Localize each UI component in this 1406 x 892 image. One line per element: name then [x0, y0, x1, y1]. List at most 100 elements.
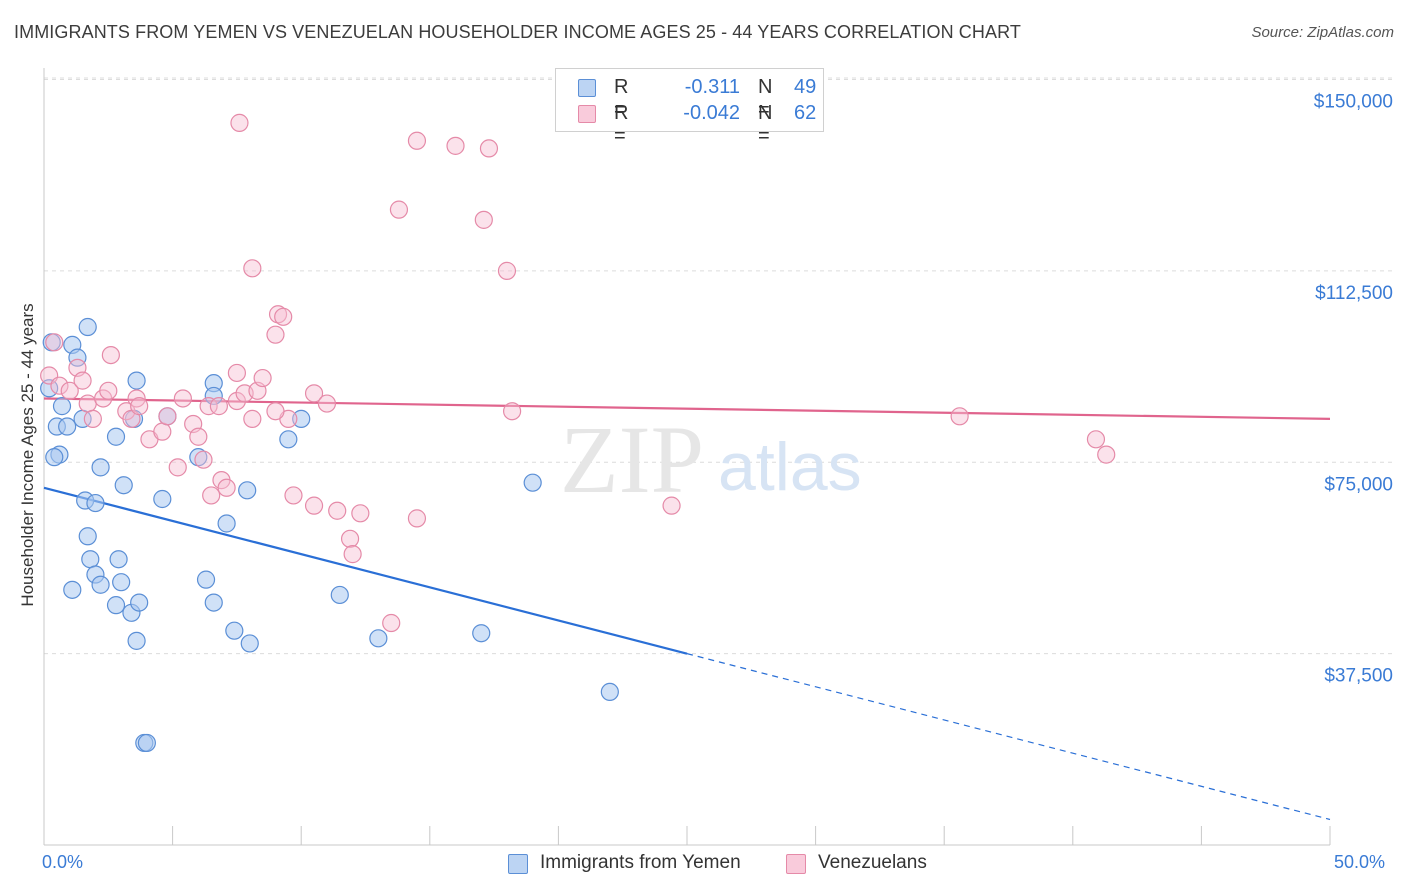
legend-r-label: R = — [614, 102, 629, 147]
legend-r-value: -0.042 — [683, 102, 740, 124]
trend-line-venezuelans — [43, 397, 1331, 420]
point-yemen — [112, 573, 131, 592]
point-venezuelans — [317, 394, 337, 413]
legend-r-label: R = — [614, 76, 629, 121]
point-yemen — [189, 448, 208, 467]
point-venezuelans — [227, 391, 246, 411]
point-venezuelans — [243, 409, 262, 428]
point-venezuelans — [497, 261, 517, 280]
point-yemen — [68, 348, 87, 367]
point-yemen — [240, 634, 259, 653]
watermark-zip: ZIP — [560, 406, 704, 513]
point-venezuelans — [950, 407, 969, 426]
point-yemen — [137, 733, 156, 753]
point-yemen — [196, 570, 216, 589]
point-venezuelans — [328, 501, 347, 520]
point-yemen — [225, 621, 244, 640]
legend-n-label: N = — [758, 102, 773, 147]
point-venezuelans — [274, 307, 293, 326]
point-yemen — [63, 580, 82, 599]
point-yemen — [127, 631, 146, 650]
stats-legend: R = -0.311 N = 49 R = -0.042 N = 62 — [555, 68, 824, 147]
point-yemen — [58, 417, 77, 436]
point-yemen — [106, 427, 126, 446]
x-axis-min-label: 0.0% — [42, 852, 84, 872]
legend-n-value: 49 — [794, 76, 817, 98]
point-yemen — [45, 448, 64, 467]
point-venezuelans — [1086, 430, 1106, 449]
point-yemen — [153, 489, 172, 509]
point-yemen — [292, 409, 311, 428]
point-venezuelans — [99, 381, 118, 400]
point-venezuelans — [130, 397, 149, 416]
source-label: Source: ZipAtlas.com — [1251, 24, 1394, 41]
point-venezuelans — [382, 613, 401, 633]
y-axis-label: Householder Income Ages 25 - 44 years — [18, 303, 37, 607]
point-venezuelans — [351, 504, 370, 523]
y-tick-label: $112,500 — [1315, 283, 1393, 304]
point-venezuelans — [60, 381, 79, 400]
point-venezuelans — [189, 427, 208, 446]
point-venezuelans — [153, 422, 172, 441]
point-yemen — [52, 397, 72, 416]
legend-n-label: N = — [758, 76, 773, 121]
point-yemen — [472, 624, 491, 643]
point-venezuelans — [243, 259, 262, 278]
point-yemen — [106, 596, 126, 615]
point-yemen — [130, 593, 149, 612]
legend-n-value: 62 — [794, 102, 817, 124]
y-tick-label: $150,000 — [1314, 92, 1393, 113]
point-yemen — [204, 593, 223, 612]
point-venezuelans — [83, 409, 102, 428]
y-tick-label: $37,500 — [1324, 666, 1393, 687]
point-yemen — [78, 317, 97, 337]
point-venezuelans — [202, 486, 221, 505]
point-venezuelans — [266, 402, 285, 421]
point-venezuelans — [230, 113, 249, 132]
point-venezuelans — [168, 458, 187, 477]
watermark-atlas: atlas — [718, 429, 862, 505]
legend-swatch-yemen — [578, 79, 596, 97]
point-yemen — [91, 458, 110, 477]
trend-line-yemen — [43, 486, 688, 655]
point-yemen — [109, 550, 128, 569]
point-yemen — [369, 629, 388, 648]
point-venezuelans — [268, 305, 288, 324]
point-yemen — [600, 682, 619, 702]
point-venezuelans — [1097, 445, 1116, 464]
point-venezuelans — [194, 450, 213, 469]
point-venezuelans — [199, 397, 218, 416]
point-venezuelans — [158, 407, 177, 426]
point-venezuelans — [407, 509, 427, 528]
point-yemen — [78, 527, 97, 546]
point-venezuelans — [73, 371, 92, 390]
point-venezuelans — [101, 345, 120, 365]
point-yemen — [217, 514, 236, 533]
bottom-legend-label-venezuelans: Venezuelans — [818, 852, 927, 873]
point-yemen — [523, 473, 542, 492]
point-yemen — [86, 493, 105, 513]
point-venezuelans — [253, 368, 272, 388]
point-venezuelans — [340, 529, 360, 548]
chart-title: IMMIGRANTS FROM YEMEN VS VENEZUELAN HOUS… — [14, 22, 1021, 42]
point-venezuelans — [45, 333, 64, 352]
bottom-legend-label-yemen: Immigrants from Yemen — [540, 852, 741, 873]
point-venezuelans — [304, 496, 324, 515]
point-yemen — [81, 550, 100, 569]
x-axis-max-label: 50.0% — [1334, 852, 1386, 872]
point-venezuelans — [209, 397, 228, 416]
point-venezuelans — [284, 486, 303, 505]
point-venezuelans — [227, 363, 246, 383]
point-venezuelans — [304, 384, 324, 403]
point-venezuelans — [343, 545, 362, 564]
point-yemen — [91, 575, 110, 594]
y-tick-label: $75,000 — [1324, 474, 1393, 495]
point-venezuelans — [479, 139, 499, 158]
point-venezuelans — [474, 210, 493, 229]
point-venezuelans — [173, 389, 192, 408]
point-venezuelans — [266, 325, 285, 344]
point-yemen — [238, 481, 257, 500]
point-yemen — [330, 585, 349, 605]
point-venezuelans — [217, 478, 236, 497]
point-venezuelans — [389, 200, 409, 219]
